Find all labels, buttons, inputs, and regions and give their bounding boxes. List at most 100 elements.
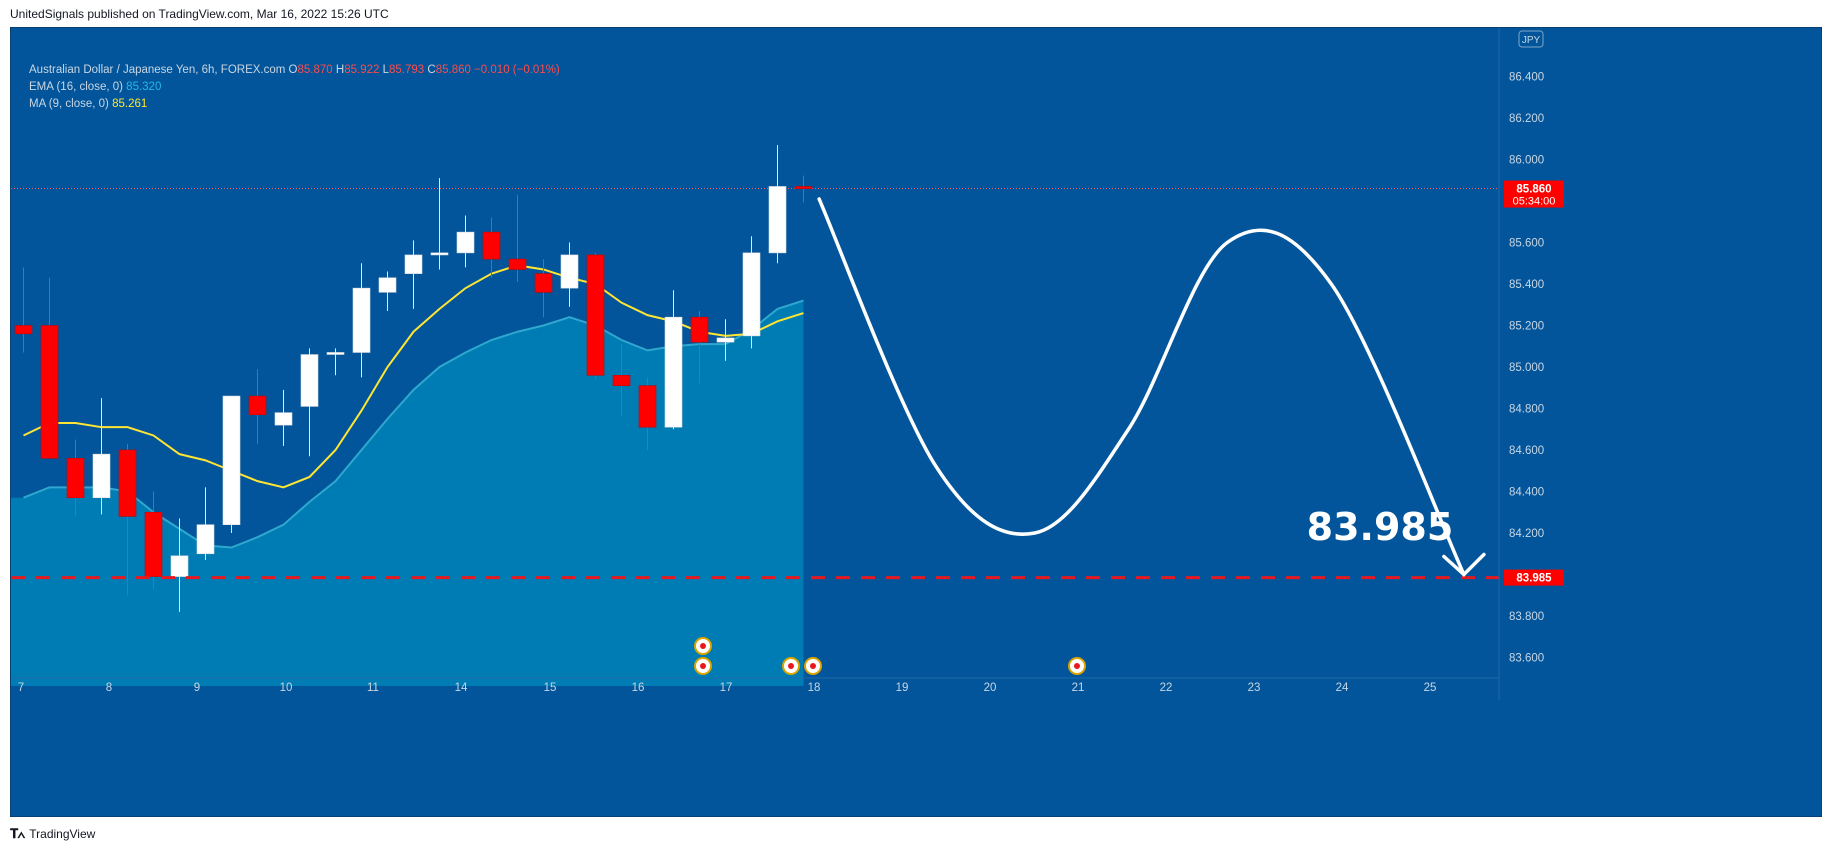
ema-legend[interactable]: EMA (16, close, 0) 85.320 [29,79,560,96]
ema-area [11,300,804,686]
candle [482,217,501,278]
time-tick-label: 22 [1160,682,1173,694]
target-price-value: 83.985 [1516,573,1552,585]
candle-body [40,325,59,459]
candle [144,491,163,590]
close-label: C [427,64,436,76]
price-tick-label: 86.000 [1509,155,1544,167]
candle-body [66,457,85,499]
candle-body [560,254,579,289]
price-tick-label: 84.200 [1509,528,1544,540]
candle-body [508,258,527,270]
event-marker-icon [694,657,712,675]
open-value: 85.870 [297,64,333,76]
price-tick-label: 85.600 [1509,238,1544,250]
event-dot [700,663,706,669]
chart-legend: Australian Dollar / Japanese Yen, 6h, FO… [29,62,560,113]
last-price-value: 85.860 [1516,184,1551,196]
price-tick-label: 85.000 [1509,362,1544,374]
ema-label: EMA (16, close, 0) [29,81,123,93]
candle-body [14,325,33,335]
candle-body [118,449,137,517]
price-tick-label: 86.400 [1509,72,1544,84]
candle-body [638,385,657,428]
time-tick-label: 19 [896,682,909,694]
time-tick-label: 20 [984,682,997,694]
high-label: H [335,64,345,76]
currency-tag-box [1518,30,1544,48]
time-tick-label: 7 [18,682,24,694]
candle-body [92,453,111,499]
event-dot [700,643,706,649]
currency-tag: JPY [1518,30,1544,48]
candle [92,398,111,515]
candle-body [352,287,371,353]
candle-body [300,354,319,407]
price-tick-label: 84.600 [1509,445,1544,457]
event-marker-icon [1068,657,1086,675]
price-tick-label: 84.400 [1509,487,1544,499]
time-tick-label: 8 [106,682,112,694]
candle [248,369,267,444]
price-tick-label: 85.200 [1509,321,1544,333]
tradingview-logo-icon: 𝐓∧ [10,826,25,841]
chart-frame[interactable]: 83.98586.40086.20086.00085.80085.60085.4… [10,27,1822,817]
time-tick-label: 14 [455,682,468,694]
event-dot [810,663,816,669]
ma-legend[interactable]: MA (9, close, 0) 85.261 [29,96,560,113]
price-tick-label: 83.600 [1509,653,1544,665]
time-tick-label: 9 [194,682,200,694]
low-label: L [382,64,389,76]
candle-body [612,374,631,386]
time-tick-label: 16 [632,682,645,694]
candle [66,439,85,517]
candle-body [794,186,813,189]
price-tick-label: 83.800 [1509,611,1544,623]
candle-body [144,511,163,577]
publisher-line: UnitedSignals published on TradingView.c… [10,7,389,21]
projection-curve [817,197,1466,577]
candlestick-chart[interactable]: 83.98586.40086.20086.00085.80085.60085.4… [11,28,1823,818]
candle [456,215,475,268]
low-value: 85.793 [389,64,425,76]
candle-body [404,254,423,274]
candle-body [274,412,293,426]
candle [508,194,527,282]
price-tick-label: 84.800 [1509,404,1544,416]
candle [612,344,631,417]
target-price-label: 83.985 [1504,569,1564,586]
candle [300,348,319,457]
open-label: O [288,64,298,76]
change-value: −0.010 (−0.01%) [474,64,560,76]
candle-body [430,252,449,256]
candle [352,263,371,378]
event-dot [788,663,794,669]
target-price-box [1504,569,1564,586]
candle-body [690,316,709,343]
ma-value: 85.261 [112,98,148,110]
candle [170,518,189,612]
price-tick-label: 85.400 [1509,279,1544,291]
event-marker-icon [782,657,800,675]
candle-body [716,337,735,343]
candle [14,267,33,353]
time-tick-label: 11 [367,682,379,694]
symbol-name: Australian Dollar / Japanese Yen, 6h, FO… [29,64,286,76]
event-marker-icon [694,637,712,655]
tradingview-footer[interactable]: 𝐓∧ TradingView [10,826,95,842]
ma-label: MA (9, close, 0) [29,98,109,110]
candle [560,242,579,307]
candle-body [248,395,267,416]
candle-body [482,231,501,260]
time-tick-label: 15 [544,682,557,694]
candle-body [222,395,241,525]
candle [794,175,813,203]
candle [378,271,397,311]
candle-body [534,273,553,293]
candle [118,443,137,596]
projection-arrowhead [1442,552,1486,577]
candle-body [586,254,605,376]
symbol-legend[interactable]: Australian Dollar / Japanese Yen, 6h, FO… [29,62,560,79]
candle [534,259,553,318]
